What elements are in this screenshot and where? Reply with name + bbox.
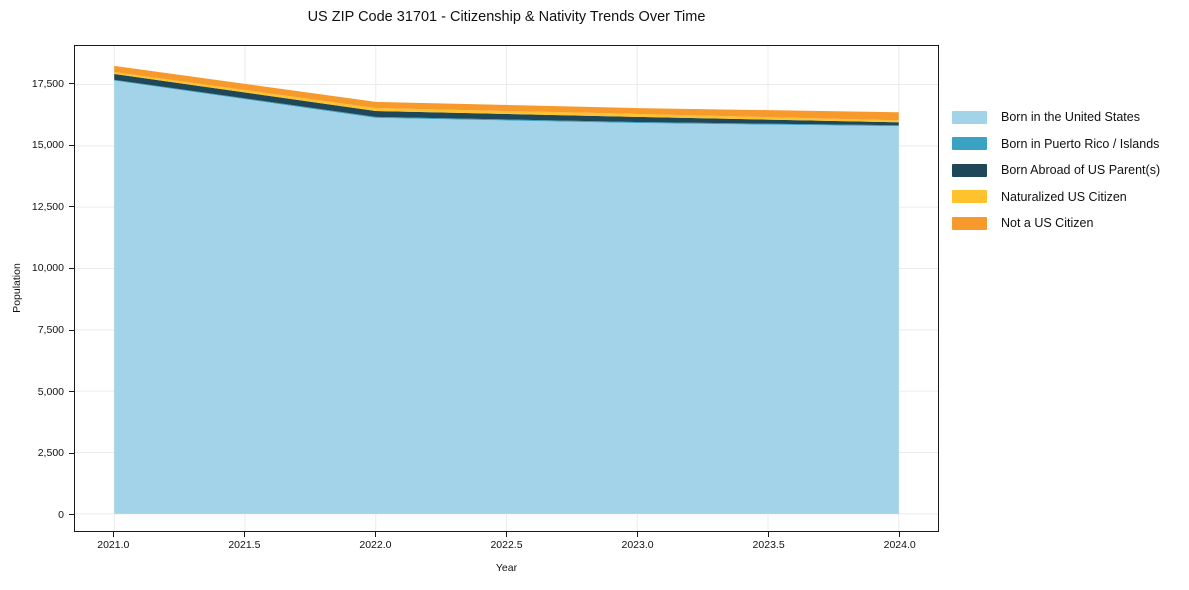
legend-label: Not a US Citizen: [1001, 216, 1094, 231]
x-tick-mark: [243, 532, 245, 537]
stacked-area-chart: [75, 46, 938, 531]
legend-swatch: [952, 190, 987, 204]
y-tick-mark: [69, 391, 74, 393]
x-tick-label: 2023.0: [621, 539, 654, 551]
x-tick-mark: [112, 532, 114, 537]
y-tick-mark: [69, 329, 74, 331]
x-axis-label: Year: [495, 562, 518, 574]
y-tick-mark: [69, 83, 74, 85]
legend-swatch: [952, 110, 987, 124]
y-tick-mark: [69, 206, 74, 208]
y-tick-mark: [69, 452, 74, 454]
legend-swatch: [952, 137, 987, 151]
y-tick-label: 2,500: [37, 447, 64, 460]
x-tick-mark: [899, 532, 901, 537]
y-tick-label: 7,500: [37, 324, 64, 336]
legend-label: Born in the United States: [1001, 110, 1140, 125]
y-tick-label: 5,000: [37, 385, 64, 398]
x-tick-label: 2021.0: [97, 539, 130, 551]
legend-swatch: [952, 163, 987, 177]
legend-item: Born in the United States: [952, 104, 1160, 131]
x-tick-label: 2022.0: [359, 539, 392, 551]
x-tick-label: 2022.5: [490, 539, 523, 551]
x-tick-label: 2021.5: [228, 539, 261, 551]
legend-item: Not a US Citizen: [952, 210, 1160, 237]
plot-area: [74, 45, 939, 532]
x-tick-mark: [374, 532, 376, 537]
legend-item: Born Abroad of US Parent(s): [952, 157, 1160, 184]
legend-item: Born in Puerto Rico / Islands: [952, 131, 1160, 158]
area-born-in-the-united-states: [114, 80, 899, 514]
x-tick-mark: [768, 532, 770, 537]
legend-label: Born Abroad of US Parent(s): [1001, 163, 1161, 178]
x-tick-mark: [637, 532, 639, 537]
legend-label: Naturalized US Citizen: [1001, 189, 1127, 204]
chart-title: US ZIP Code 31701 - Citizenship & Nativi…: [307, 9, 706, 25]
legend-label: Born in Puerto Rico / Islands: [1001, 136, 1160, 151]
y-tick-label: 17,500: [31, 77, 64, 90]
area-born-abroad-of-us-parent-s: [114, 73, 899, 126]
area-naturalized-us-citizen: [114, 72, 899, 123]
y-tick-label: 12,500: [31, 200, 64, 213]
x-tick-label: 2023.5: [752, 539, 785, 551]
legend-swatch: [952, 216, 987, 230]
y-tick-label: 15,000: [31, 139, 64, 152]
legend: Born in the United States Born in Puerto …: [952, 104, 1160, 237]
y-tick-mark: [69, 144, 74, 146]
legend-item: Naturalized US Citizen: [952, 184, 1160, 211]
area-not-a-us-citizen: [114, 65, 899, 121]
y-tick-mark: [69, 267, 74, 269]
y-tick-mark: [69, 514, 74, 516]
y-tick-label: 0: [58, 508, 64, 521]
x-tick-label: 2024.0: [883, 539, 916, 551]
y-tick-label: 10,000: [31, 262, 64, 275]
x-tick-mark: [506, 532, 507, 537]
